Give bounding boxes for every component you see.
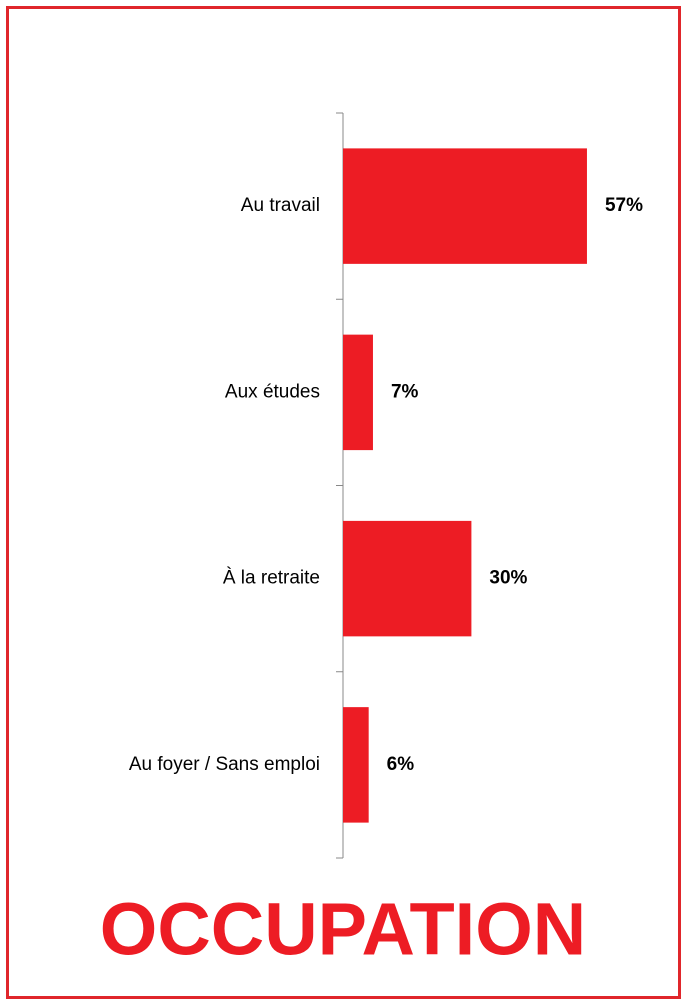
bar xyxy=(343,334,373,451)
value-label: 6% xyxy=(387,754,415,775)
value-label: 57% xyxy=(605,195,643,216)
bar xyxy=(343,707,369,823)
value-label: 30% xyxy=(489,568,527,589)
category-label: Au travail xyxy=(241,195,320,216)
bar xyxy=(343,148,587,264)
frame xyxy=(6,6,681,999)
chart-title: OCCUPATION xyxy=(100,888,586,971)
category-label: Aux études xyxy=(225,381,320,402)
value-label: 7% xyxy=(391,381,419,402)
category-label: Au foyer / Sans emploi xyxy=(129,754,320,775)
bar xyxy=(343,520,472,637)
category-label: À la retraite xyxy=(223,568,320,589)
